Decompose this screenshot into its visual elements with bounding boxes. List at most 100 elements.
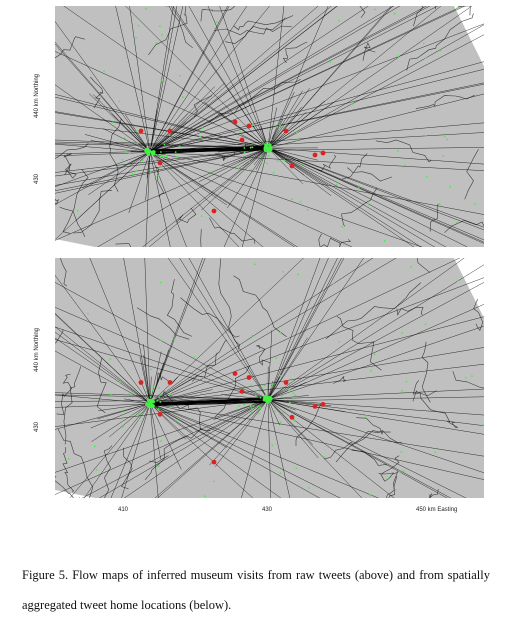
district-boundary — [201, 229, 224, 247]
tweet-origin-point — [307, 209, 309, 211]
tweet-origin-point — [406, 381, 408, 383]
flow-line — [268, 324, 484, 399]
tweet-origin-point — [251, 408, 253, 410]
tweet-origin-point — [250, 147, 252, 149]
flow-line — [268, 148, 455, 247]
tweet-origin-point — [152, 390, 154, 392]
district-boundary — [349, 6, 365, 18]
flow-line — [240, 399, 268, 498]
tweet-origin-point — [160, 282, 162, 284]
tweet-origin-point — [443, 155, 445, 157]
tweet-origin-point — [204, 495, 206, 497]
tweet-origin-point — [169, 393, 171, 395]
museum-location — [158, 412, 163, 417]
museum-location — [284, 129, 289, 134]
tweet-origin-point — [434, 452, 436, 454]
tweet-origin-point — [374, 354, 376, 356]
district-boundary — [97, 358, 106, 413]
tweet-origin-point — [194, 356, 196, 358]
tweet-origin-point — [294, 420, 296, 422]
tweet-origin-point — [252, 124, 254, 126]
flow-line — [150, 403, 193, 432]
museum-location — [168, 380, 173, 385]
flow-line — [150, 22, 484, 152]
museum-location — [321, 402, 326, 407]
district-boundary — [306, 234, 322, 247]
tweet-origin-point — [279, 375, 281, 377]
flow-line — [268, 6, 447, 148]
flow-line — [268, 399, 484, 415]
tweet-origin-point — [163, 155, 165, 157]
flow-line — [150, 258, 207, 403]
tweet-origin-point — [94, 445, 96, 447]
tweet-origin-point — [160, 339, 162, 341]
flow-line — [150, 403, 258, 498]
museum-location — [233, 371, 238, 376]
tweet-origin-point — [277, 160, 279, 162]
tweet-origin-point — [261, 387, 263, 389]
tweet-origin-point — [150, 396, 152, 398]
tweet-origin-point — [250, 384, 252, 386]
tweet-origin-point — [135, 37, 137, 39]
tweet-origin-point — [281, 395, 283, 397]
tweet-origin-point — [369, 494, 371, 496]
flow-line — [150, 6, 376, 152]
flow-line — [268, 338, 308, 400]
tweet-origin-point — [384, 240, 386, 242]
district-boundary — [137, 308, 189, 340]
tweet-origin-point — [238, 405, 240, 407]
tweet-origin-point — [388, 477, 390, 479]
tweet-origin-point — [250, 169, 252, 171]
tweet-origin-point — [404, 164, 406, 166]
district-boundary — [352, 450, 388, 465]
tweet-origin-point — [341, 226, 343, 228]
tweet-origin-point — [370, 370, 372, 372]
tweet-origin-point — [292, 392, 294, 394]
tweet-origin-point — [444, 136, 446, 138]
flow-line — [150, 347, 484, 404]
museum-location — [240, 138, 245, 143]
tweet-origin-point — [119, 381, 121, 383]
tweet-origin-point — [239, 131, 241, 133]
tweet-origin-point — [103, 70, 105, 72]
tweet-origin-point — [160, 79, 162, 81]
flow-line — [150, 258, 381, 403]
tweet-origin-point — [260, 407, 262, 409]
tweet-origin-point — [285, 123, 287, 125]
tweet-origin-point — [291, 380, 293, 382]
tweet-origin-point — [202, 377, 204, 379]
tweet-origin-point — [401, 332, 403, 334]
museum-location — [139, 380, 144, 385]
district-boundary — [219, 259, 240, 350]
flow-line — [176, 258, 268, 399]
flow-line — [55, 38, 150, 152]
district-boundary — [376, 140, 431, 162]
district-boundary — [63, 169, 88, 233]
tweet-origin-point — [260, 397, 262, 399]
tweet-origin-point — [272, 383, 274, 385]
outside-region-sw — [55, 239, 95, 247]
flow-lines — [55, 258, 484, 498]
tweet-origin-point — [374, 9, 376, 11]
tweet-origin-point — [237, 168, 239, 170]
tweet-origin-point — [250, 405, 252, 407]
district-boundary — [317, 155, 336, 171]
x-tick-410: 410 — [118, 507, 128, 513]
hub-cluster-point — [152, 152, 156, 156]
museum-location — [290, 164, 295, 169]
hub-cluster-point — [269, 397, 273, 401]
flow-line — [149, 399, 268, 498]
tweet-origin-point — [324, 456, 326, 458]
flow-line — [268, 399, 476, 498]
tweet-origin-point — [282, 412, 284, 414]
tweet-origin-point — [423, 43, 425, 45]
tweet-origin-point — [77, 210, 79, 212]
district-boundary — [445, 209, 485, 233]
museum-location — [247, 124, 252, 129]
tweet-origin-point — [257, 406, 259, 408]
flow-line — [268, 6, 396, 148]
flow-line — [150, 315, 484, 403]
flow-line — [150, 403, 159, 498]
tweet-origin-point — [139, 161, 141, 163]
tweet-origin-point — [252, 335, 254, 337]
